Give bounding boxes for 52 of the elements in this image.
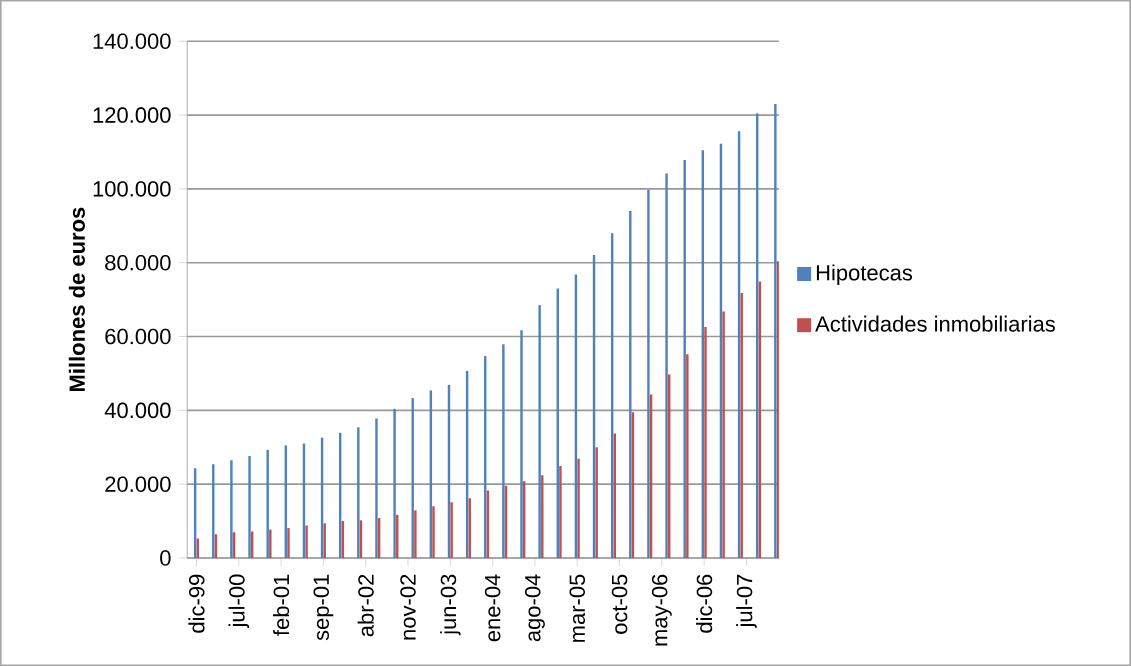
bar	[357, 427, 360, 558]
legend-label: Actividades inmobiliarias	[815, 315, 1055, 332]
y-tick-label: 100.000	[93, 181, 171, 197]
bar	[577, 458, 580, 558]
x-tick-label: oct-05	[611, 574, 628, 634]
y-tick-label: 40.000	[104, 402, 171, 419]
x-tick-label: abr-02	[357, 574, 374, 637]
bar	[375, 418, 378, 558]
y-tick-label: 120.000	[93, 107, 171, 123]
x-tick-label: mar-05	[569, 574, 586, 642]
bar	[722, 311, 725, 558]
x-tick-label: may-06	[651, 574, 672, 646]
bar	[665, 173, 668, 558]
x-tick-label: feb-01	[273, 574, 290, 636]
bar	[414, 510, 417, 558]
bar	[538, 305, 541, 558]
bar	[450, 502, 453, 558]
x-tick-label: sep-01	[313, 574, 334, 641]
bar	[248, 456, 251, 558]
x-tick-label: ene-04	[484, 574, 501, 642]
x-tick-label: dic-06	[696, 574, 713, 633]
bar	[287, 527, 290, 558]
x-tick-label: nov-02	[400, 574, 416, 640]
bar	[774, 103, 777, 558]
bar	[704, 326, 707, 558]
y-tick-label: 140.000	[93, 33, 171, 49]
x-tick-label: jul-00	[228, 574, 250, 628]
x-tick-label: jul-07	[736, 574, 757, 628]
bar	[629, 210, 632, 558]
y-tick-label: 60.000	[105, 328, 171, 345]
bar	[541, 475, 544, 558]
bar	[432, 506, 435, 558]
bar	[595, 447, 598, 558]
bar	[502, 344, 505, 558]
bar	[647, 189, 650, 558]
bar	[305, 525, 308, 558]
bar	[266, 449, 269, 558]
y-tick-label: 80.000	[105, 254, 171, 271]
bar	[230, 460, 233, 558]
y-axis-title: Millones de euros	[68, 207, 85, 391]
legend-label: Hipotecas	[816, 264, 913, 285]
bar	[393, 408, 396, 558]
bar	[686, 354, 689, 558]
bar	[269, 529, 272, 558]
bar	[520, 330, 523, 558]
x-tick-label: dic-99	[188, 574, 205, 633]
bar	[683, 160, 686, 558]
y-tick-label: 0	[160, 550, 171, 566]
y-tick-label: 20.000	[105, 476, 171, 492]
x-tick-label: jun-03	[440, 574, 461, 636]
bar	[559, 465, 562, 558]
x-tick-label: ago-04	[524, 574, 545, 642]
